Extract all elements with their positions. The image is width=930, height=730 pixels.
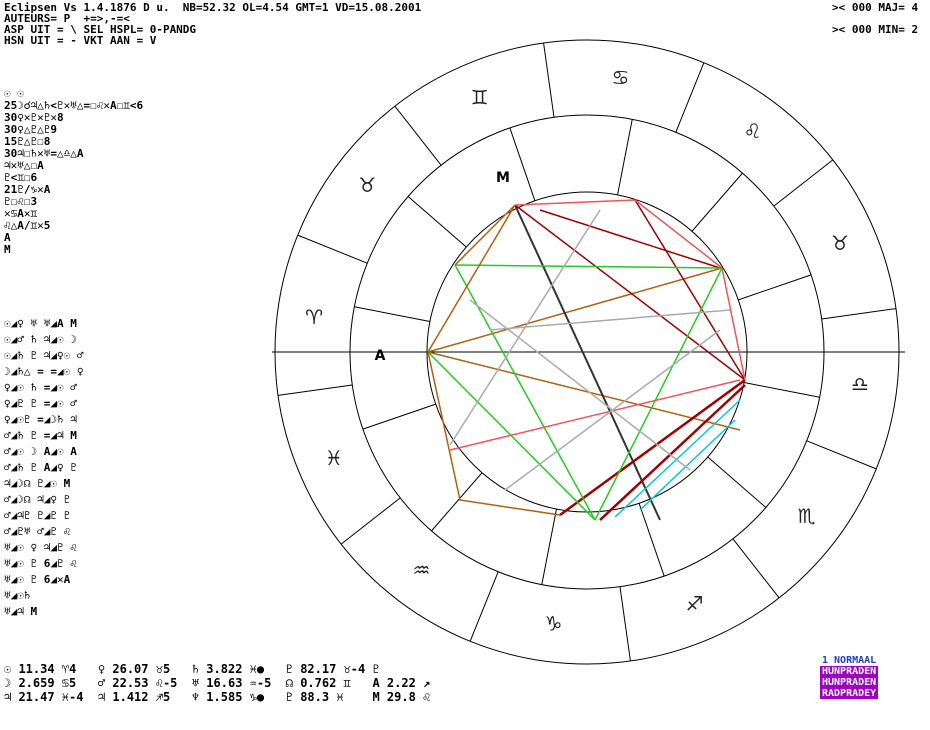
sign-divider bbox=[543, 42, 555, 118]
header-right: >< 000 MIN= 2 bbox=[832, 23, 919, 36]
sign-divider bbox=[340, 497, 401, 545]
house-cusp bbox=[743, 382, 820, 398]
planet-row: ♂◢♃♇ ♇◢♇ ♇ bbox=[4, 509, 71, 522]
header-line: AUTEURS= P +=>,-=< bbox=[4, 12, 130, 25]
menu-item[interactable]: HUNPRADEN bbox=[820, 677, 879, 688]
zodiac-sign: ♊ bbox=[471, 85, 489, 109]
aspect-row: ☉ ☉ bbox=[4, 87, 24, 100]
planet-row: ♅◢♃ M bbox=[4, 605, 38, 618]
house-cusp bbox=[638, 503, 665, 577]
zodiac-sign: ♈ bbox=[305, 305, 323, 329]
sign-divider bbox=[394, 105, 442, 166]
house-cusp bbox=[431, 472, 483, 532]
header-right: >< 000 MAJ= 4 bbox=[832, 1, 919, 14]
sign-divider bbox=[821, 308, 897, 320]
aspect-row: ♇☐♌☐3 bbox=[4, 195, 38, 208]
planet-row: ♀◢☉ ♄ =◢☉ ♂ bbox=[4, 381, 77, 394]
zodiac-sign: ♒ bbox=[413, 558, 431, 582]
house-cusp bbox=[362, 403, 436, 430]
aspect-row: M bbox=[4, 243, 11, 256]
header-line: Eclipsen Vs 1.4.1876 D u. NB=52.32 OL=4.… bbox=[4, 1, 422, 14]
aspect-row: 15♇△♇☐8 bbox=[4, 135, 51, 148]
position-row: ☽ 2.659 ♋5 ♂ 22.53 ♌-5 ♅ 16.63 ♒-5 ☊ 0.7… bbox=[4, 676, 431, 690]
menu: 1 NORMAAL HUNPRADEN HUNPRADEN RADPRADEY bbox=[820, 655, 879, 699]
aspect-row: ♇<♊☐6 bbox=[4, 171, 38, 184]
sign-divider bbox=[806, 440, 877, 470]
house-cusp bbox=[691, 172, 743, 232]
position-row: ♃ 21.47 ♓-4 ♃ 1.412 ♐5 ♆ 1.585 ♑● ♇ 88.3… bbox=[4, 690, 431, 704]
planet-row: ♂◢♄ ♇ =◢♃ M bbox=[4, 429, 77, 442]
planet-row: ♂◢☉ ☽ A◢☉ A bbox=[4, 445, 77, 458]
aspect-row: 30♀✕♇✕♇✕8 bbox=[4, 111, 64, 124]
sign-divider bbox=[732, 538, 780, 599]
zodiac-sign: ♎ bbox=[851, 372, 869, 396]
planet-row: ♅◢☉♄ bbox=[4, 589, 31, 602]
sign-divider bbox=[297, 234, 368, 264]
sign-divider bbox=[277, 384, 353, 396]
planet-row: ♀◢♇ ♇ =◢☉ ♂ bbox=[4, 397, 77, 410]
aspect-row: ✕♋A✕♊ bbox=[4, 207, 38, 220]
aspect-row: A bbox=[4, 231, 11, 244]
planet-row: ♂◢♄ ♇ A◢♀ ♇ bbox=[4, 461, 77, 474]
planet-row: ♂◢♇♅ ♂◢♇ ♌ bbox=[4, 525, 71, 538]
house-cusp bbox=[541, 508, 557, 585]
cusp-label: M bbox=[496, 170, 510, 186]
zodiac-sign: ♋ bbox=[612, 66, 630, 90]
zodiac-sign: ♏ bbox=[798, 504, 816, 528]
planet-row: ♀◢☉♇ =◢☽♄ ♃ bbox=[4, 413, 77, 426]
menu-item[interactable]: 1 NORMAAL bbox=[822, 655, 877, 666]
zodiac-sign: ♑ bbox=[545, 611, 563, 635]
aspect-row: 30♀△♇△♇9 bbox=[4, 123, 57, 136]
header-line: HSN UIT = - VKT AAN = V bbox=[4, 34, 157, 47]
aspect-row: ♌△A/♊✕5 bbox=[4, 219, 51, 232]
zodiac-sign: ♉ bbox=[831, 231, 849, 255]
aspect-row: ♃✕♅△☐A bbox=[4, 159, 44, 172]
planet-row: ☉◢♂ ♄ ♃◢☉ ☽ bbox=[4, 333, 77, 346]
planet-row: ♂◢☽☊ ♃◢♀ ♇ bbox=[4, 493, 71, 506]
cusp-label: A bbox=[375, 348, 386, 364]
planet-row: ☉◢♄ ♇ ♃◢♀☉ ♂ bbox=[4, 349, 84, 362]
house-cusp bbox=[354, 306, 431, 322]
menu-item[interactable]: HUNPRADEN bbox=[820, 666, 879, 677]
house-cusp bbox=[509, 127, 536, 201]
header-line: ASP UIT = \ SEL HSPL= 0-PANDG bbox=[4, 23, 197, 36]
sign-divider bbox=[773, 159, 834, 207]
planet-row: ♅◢☉ ♇ 6◢♇ ♌ bbox=[4, 557, 77, 570]
zodiac-sign: ♓ bbox=[325, 446, 343, 470]
zodiac-sign: ♌ bbox=[744, 119, 762, 143]
zodiac-sign: ♐ bbox=[685, 592, 703, 616]
planet-row: ☉◢♀ ♅ ♅◢A M bbox=[4, 317, 77, 330]
planet-row: ♅◢☉ ♀ ♃◢♇ ♌ bbox=[4, 541, 77, 554]
sign-divider bbox=[469, 571, 499, 642]
planet-row: ♅◢☉ ♇ 6◢✕A bbox=[4, 573, 71, 586]
position-row: ☉ 11.34 ♈4 ♀ 26.07 ♉5 ♄ 3.822 ♓● ♇ 82.17… bbox=[4, 662, 380, 676]
planet-row: ☽◢♄△ = =◢☉ ♀ bbox=[4, 365, 84, 378]
house-cusp bbox=[407, 196, 467, 248]
zodiac-sign: ♉ bbox=[358, 173, 376, 197]
aspect-row: 25☽☌♃△♄<♇✕♅△=☐♌✕A☐♊<6 bbox=[4, 99, 144, 112]
sign-divider bbox=[675, 62, 705, 133]
menu-item[interactable]: RADPRADEY bbox=[820, 688, 879, 699]
house-cusp bbox=[738, 274, 812, 301]
planet-row: ♃◢☽☊ ♇◢☉ M bbox=[4, 477, 71, 490]
house-cusp bbox=[617, 119, 633, 196]
house-cusp bbox=[707, 456, 767, 508]
sign-divider bbox=[619, 586, 631, 662]
aspect-row: 30♃☐♄✕♅=△♎△A bbox=[4, 147, 84, 160]
aspect-row: 21♇/♑✕A bbox=[4, 183, 51, 196]
